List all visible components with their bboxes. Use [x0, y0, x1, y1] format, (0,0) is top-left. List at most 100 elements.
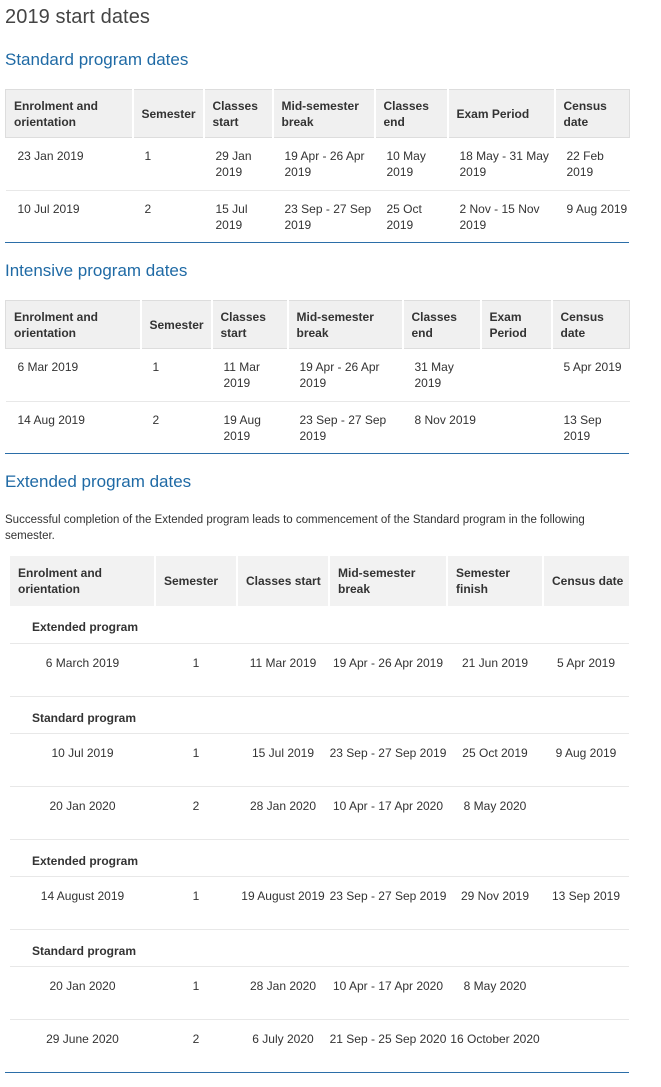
table-cell: [480, 348, 552, 402]
table-cell: 6 July 2020: [237, 1019, 329, 1073]
column-header: Census date: [543, 556, 629, 606]
table-cell: 1: [140, 348, 212, 402]
table-cell: 14 Aug 2019: [17, 413, 85, 427]
table-row: 23 Jan 2019 1 29 Jan 2019 19 Apr - 26 Apr 2…: [5, 137, 630, 191]
table-row: 6 March 2019 1 11 Mar 2019 19 Apr - 26 Apr …: [10, 643, 629, 697]
extended-body: Extended program 6 March 2019 1 11 Mar 2019…: [10, 606, 629, 1073]
table-cell: 19 August 2019: [237, 876, 329, 930]
table-cell: 2: [155, 1019, 237, 1073]
table-cell: 20 Jan 2020: [10, 786, 155, 840]
extended-header-row: Enrolment and orientation Semester Classes…: [10, 556, 629, 606]
standard-table: Enrolment and orientation Semester Classes…: [5, 89, 630, 244]
table-cell: 1: [155, 966, 237, 1020]
table-row: 10 Jul 2019 2 15 Jul 2019 23 Sep - 27 Sep 2…: [6, 191, 630, 244]
column-header: Classes end: [374, 89, 449, 138]
section-label: Extended program: [10, 839, 629, 877]
table-cell: 2 Nov - 15 Nov 2019: [459, 202, 540, 232]
table-cell: 1: [155, 733, 237, 787]
table-row: 20 Jan 2020 2 28 Jan 2020 10 Apr - 17 Apr 2…: [10, 786, 629, 840]
table-cell: 23 Sep - 27 Sep 2019: [284, 202, 372, 232]
table-cell: 10 Jul 2019: [10, 733, 155, 787]
intensive-header-row: Enrolment and orientation Semester Classes…: [5, 300, 630, 349]
standard-divider: [5, 242, 629, 243]
column-header: Exam Period: [480, 300, 553, 349]
section-label: Standard program: [10, 696, 629, 734]
intensive-heading: Intensive program dates: [5, 261, 188, 280]
standard-heading: Standard program dates: [5, 50, 189, 69]
column-header: Mid-semester break: [287, 300, 404, 349]
column-header: Census date: [551, 300, 630, 349]
table-cell: 18 May - 31 May 2019: [447, 137, 555, 191]
table-cell: 19 Aug 2019: [223, 413, 261, 443]
column-header: Enrolment and orientation: [10, 556, 156, 606]
table-cell: 11 Mar 2019: [211, 348, 288, 402]
section-label: Standard program: [10, 929, 629, 967]
table-cell: 23 Sep - 27 Sep 2019: [299, 413, 387, 443]
column-header: Semester: [140, 300, 213, 349]
table-cell: 5 Apr 2019: [551, 348, 630, 402]
table-cell: 8 May 2020: [447, 786, 543, 840]
table-cell: 13 Sep 2019: [543, 876, 629, 930]
table-cell: 22 Feb 2019: [554, 137, 630, 191]
section-row: Standard program: [10, 929, 629, 967]
table-cell: 10 Apr - 17 Apr 2020: [329, 966, 447, 1020]
table-cell: 25 Oct 2019: [386, 202, 422, 232]
table-row: 14 Aug 2019 2 19 Aug 2019 23 Sep - 27 Sep 2…: [6, 402, 630, 455]
table-cell: 28 Jan 2020: [237, 786, 329, 840]
table-cell: 15 Jul 2019: [215, 202, 248, 232]
column-header: Mid-semester break: [272, 89, 376, 138]
extended-divider: [5, 1072, 629, 1073]
table-row: 10 Jul 2019 1 15 Jul 2019 23 Sep - 27 Sep 2…: [10, 733, 629, 787]
intensive-divider: [5, 453, 629, 454]
table-cell: [481, 402, 552, 455]
table-cell: 2: [155, 786, 237, 840]
table-cell: 6 Mar 2019: [5, 348, 141, 402]
table-cell: 2: [152, 413, 160, 427]
column-header: Semester: [132, 89, 205, 138]
table-cell: 19 Apr - 26 Apr 2019: [287, 348, 403, 402]
section-label: Extended program: [10, 606, 629, 644]
table-cell: 8 Nov 2019: [414, 413, 476, 427]
table-cell: 19 Apr - 26 Apr 2019: [329, 643, 447, 697]
table-cell: 9 Aug 2019: [543, 733, 629, 787]
table-row: 20 Jan 2020 1 28 Jan 2020 10 Apr - 17 Apr 2…: [10, 966, 629, 1020]
section-row: Extended program: [10, 606, 629, 644]
table-cell: 20 Jan 2020: [10, 966, 155, 1020]
page-title: 2019 start dates: [5, 6, 151, 28]
table-cell: 25 Oct 2019: [447, 733, 543, 787]
table-cell: 29 Jan 2019: [203, 137, 273, 191]
column-header: Mid-semester break: [329, 556, 448, 606]
column-header: Classes start: [211, 300, 289, 349]
table-cell: 15 Jul 2019: [237, 733, 329, 787]
column-header: Census date: [554, 89, 630, 138]
column-header: Semester finish: [447, 556, 544, 606]
intensive-body: 6 Mar 2019 1 11 Mar 2019 19 Apr - 26 Apr 20…: [5, 348, 630, 455]
table-cell: 8 May 2020: [447, 966, 543, 1020]
table-row: 6 Mar 2019 1 11 Mar 2019 19 Apr - 26 Apr 20…: [5, 348, 630, 402]
table-cell: 29 Nov 2019: [447, 876, 543, 930]
table-cell: 23 Sep - 27 Sep 2019: [329, 876, 447, 930]
table-cell: 1: [155, 876, 237, 930]
column-header: Exam Period: [447, 89, 556, 138]
column-header: Enrolment and orientation: [5, 300, 142, 349]
extended-heading: Extended program dates: [5, 472, 192, 491]
table-cell: 16 October 2020: [447, 1019, 543, 1073]
column-header: Classes start: [203, 89, 274, 138]
table-cell: 11 Mar 2019: [237, 643, 329, 697]
table-cell: 23 Jan 2019: [5, 137, 133, 191]
table-cell: [543, 966, 629, 1020]
table-cell: 19 Apr - 26 Apr 2019: [272, 137, 375, 191]
table-cell: 28 Jan 2020: [237, 966, 329, 1020]
standard-header-row: Enrolment and orientation Semester Classes…: [5, 89, 630, 138]
standard-body: 23 Jan 2019 1 29 Jan 2019 19 Apr - 26 Apr 2…: [5, 137, 630, 244]
table-cell: 10 Apr - 17 Apr 2020: [329, 786, 447, 840]
table-cell: 6 March 2019: [10, 643, 155, 697]
table-row: 29 June 2020 2 6 July 2020 21 Sep - 25 Sep …: [10, 1019, 629, 1073]
table-cell: 1: [132, 137, 204, 191]
table-cell: 10 May 2019: [374, 137, 448, 191]
table-cell: 14 August 2019: [10, 876, 155, 930]
table-cell: 13 Sep 2019: [563, 413, 602, 443]
section-row: Standard program: [10, 696, 629, 734]
table-cell: 9 Aug 2019: [566, 202, 628, 216]
table-cell: 31 May 2019: [402, 348, 481, 402]
